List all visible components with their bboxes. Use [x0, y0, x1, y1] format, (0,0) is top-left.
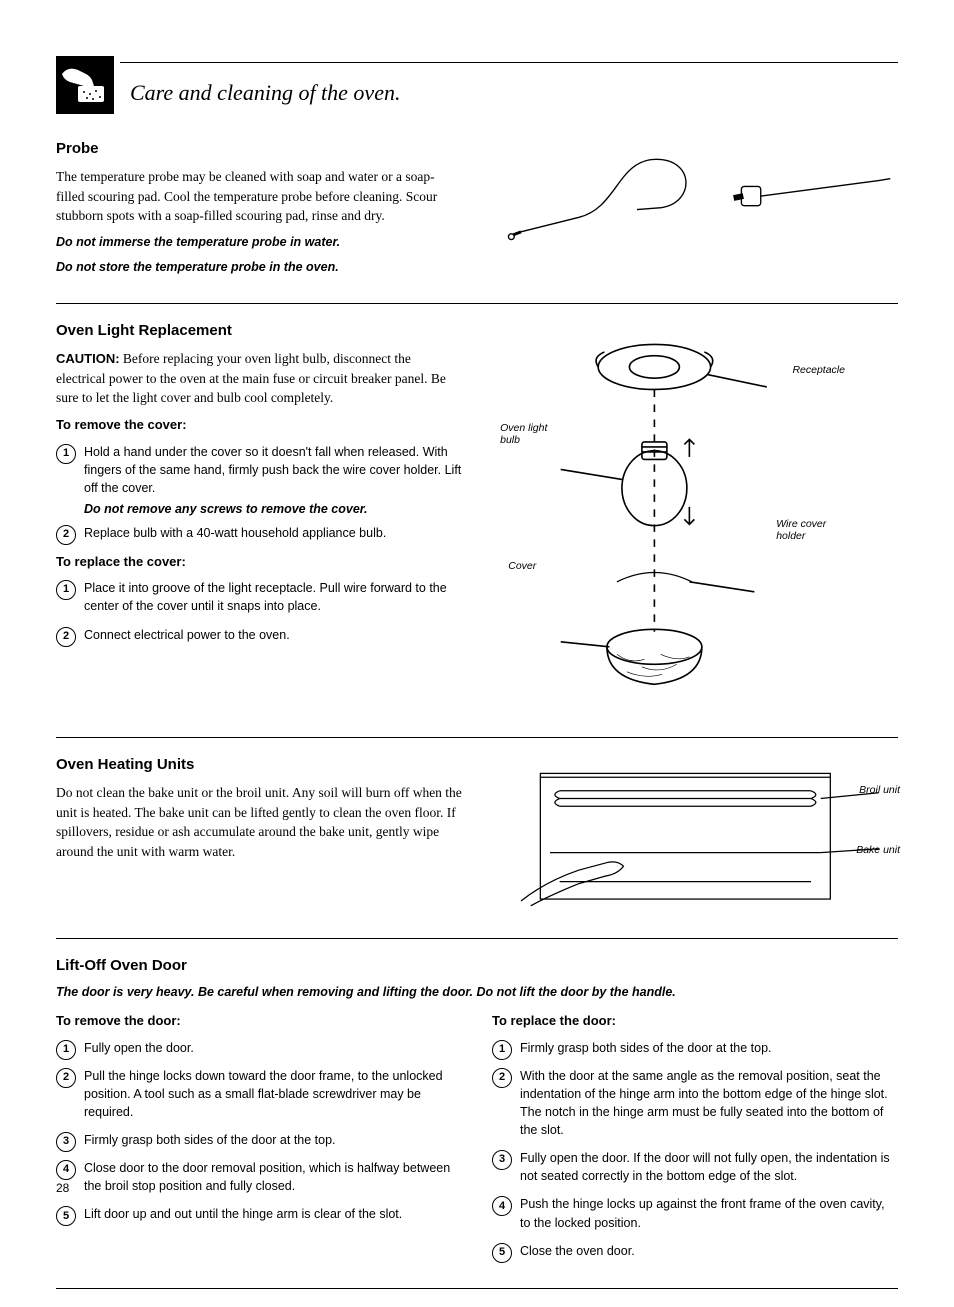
probe-section: Probe The temperature probe may be clean…	[56, 140, 898, 285]
door-heading: Lift-Off Oven Door	[56, 957, 898, 974]
door-replace-2: With the door at the same angle as the r…	[492, 1067, 898, 1144]
section-divider	[56, 303, 898, 304]
probe-warning-2: Do not store the temperature probe in th…	[56, 259, 462, 277]
door-intro: The door is very heavy. Be careful when …	[56, 984, 898, 1002]
replace-step-1: Place it into groove of the light recept…	[56, 579, 462, 619]
probe-heading: Probe	[56, 140, 462, 157]
door-remove-2: Pull the hinge locks down toward the doo…	[56, 1067, 462, 1125]
oven-light-section: Oven Light Replacement CAUTION: Before r…	[56, 322, 898, 719]
replace-step-2: Connect electrical power to the oven.	[56, 626, 462, 648]
door-replace-1: Firmly grasp both sides of the door at t…	[492, 1039, 898, 1061]
probe-warning-1: Do not immerse the temperature probe in …	[56, 234, 462, 252]
section-divider	[56, 737, 898, 738]
callout-holder: Wire cover holder	[776, 518, 836, 542]
door-replace-3: Fully open the door. If the door will no…	[492, 1149, 898, 1189]
callout-broil: Broil unit	[859, 784, 900, 796]
light-caution: CAUTION: Before replacing your oven ligh…	[56, 349, 462, 408]
door-replace-heading: To replace the door:	[492, 1012, 898, 1031]
page-number: 28	[56, 1181, 69, 1195]
units-heading: Oven Heating Units	[56, 756, 462, 773]
replace-cover-heading: To replace the cover:	[56, 553, 462, 572]
caution-label: CAUTION:	[56, 351, 120, 366]
lift-off-door-section: Lift-Off Oven Door The door is very heav…	[56, 957, 898, 1270]
door-remove-1: Fully open the door.	[56, 1039, 462, 1061]
door-remove-3: Firmly grasp both sides of the door at t…	[56, 1131, 462, 1153]
remove-step-1: Hold a hand under the cover so it doesn'…	[56, 443, 462, 519]
callout-bulb: Oven light bulb	[500, 422, 550, 446]
header-rule	[120, 62, 898, 63]
probe-illustration	[492, 140, 898, 256]
heating-units-section: Oven Heating Units Do not clean the bake…	[56, 756, 898, 920]
callout-bake: Bake unit	[856, 844, 900, 856]
door-remove-4: Close door to the door removal position,…	[56, 1159, 462, 1199]
remove-cover-heading: To remove the cover:	[56, 416, 462, 435]
probe-paragraph: The temperature probe may be cleaned wit…	[56, 167, 462, 226]
units-paragraph: Do not clean the bake unit or the broil …	[56, 783, 462, 861]
page-title: Care and cleaning of the oven.	[130, 80, 400, 106]
door-replace-5: Close the oven door.	[492, 1242, 898, 1264]
light-illustration: Receptacle Oven light bulb Wire cover ho…	[492, 322, 898, 719]
door-replace-4: Push the hinge locks up against the fron…	[492, 1195, 898, 1235]
door-remove-heading: To remove the door:	[56, 1012, 462, 1031]
units-illustration: Broil unit Bake unit	[492, 756, 898, 920]
sponge-cleaning-icon	[56, 56, 114, 114]
light-heading: Oven Light Replacement	[56, 322, 462, 339]
section-divider	[56, 938, 898, 939]
callout-cover: Cover	[508, 560, 536, 572]
callout-receptacle: Receptacle	[792, 364, 845, 376]
door-remove-5: Lift door up and out until the hinge arm…	[56, 1205, 462, 1227]
remove-step-2: Replace bulb with a 40-watt household ap…	[56, 524, 462, 546]
section-divider	[56, 1288, 898, 1289]
